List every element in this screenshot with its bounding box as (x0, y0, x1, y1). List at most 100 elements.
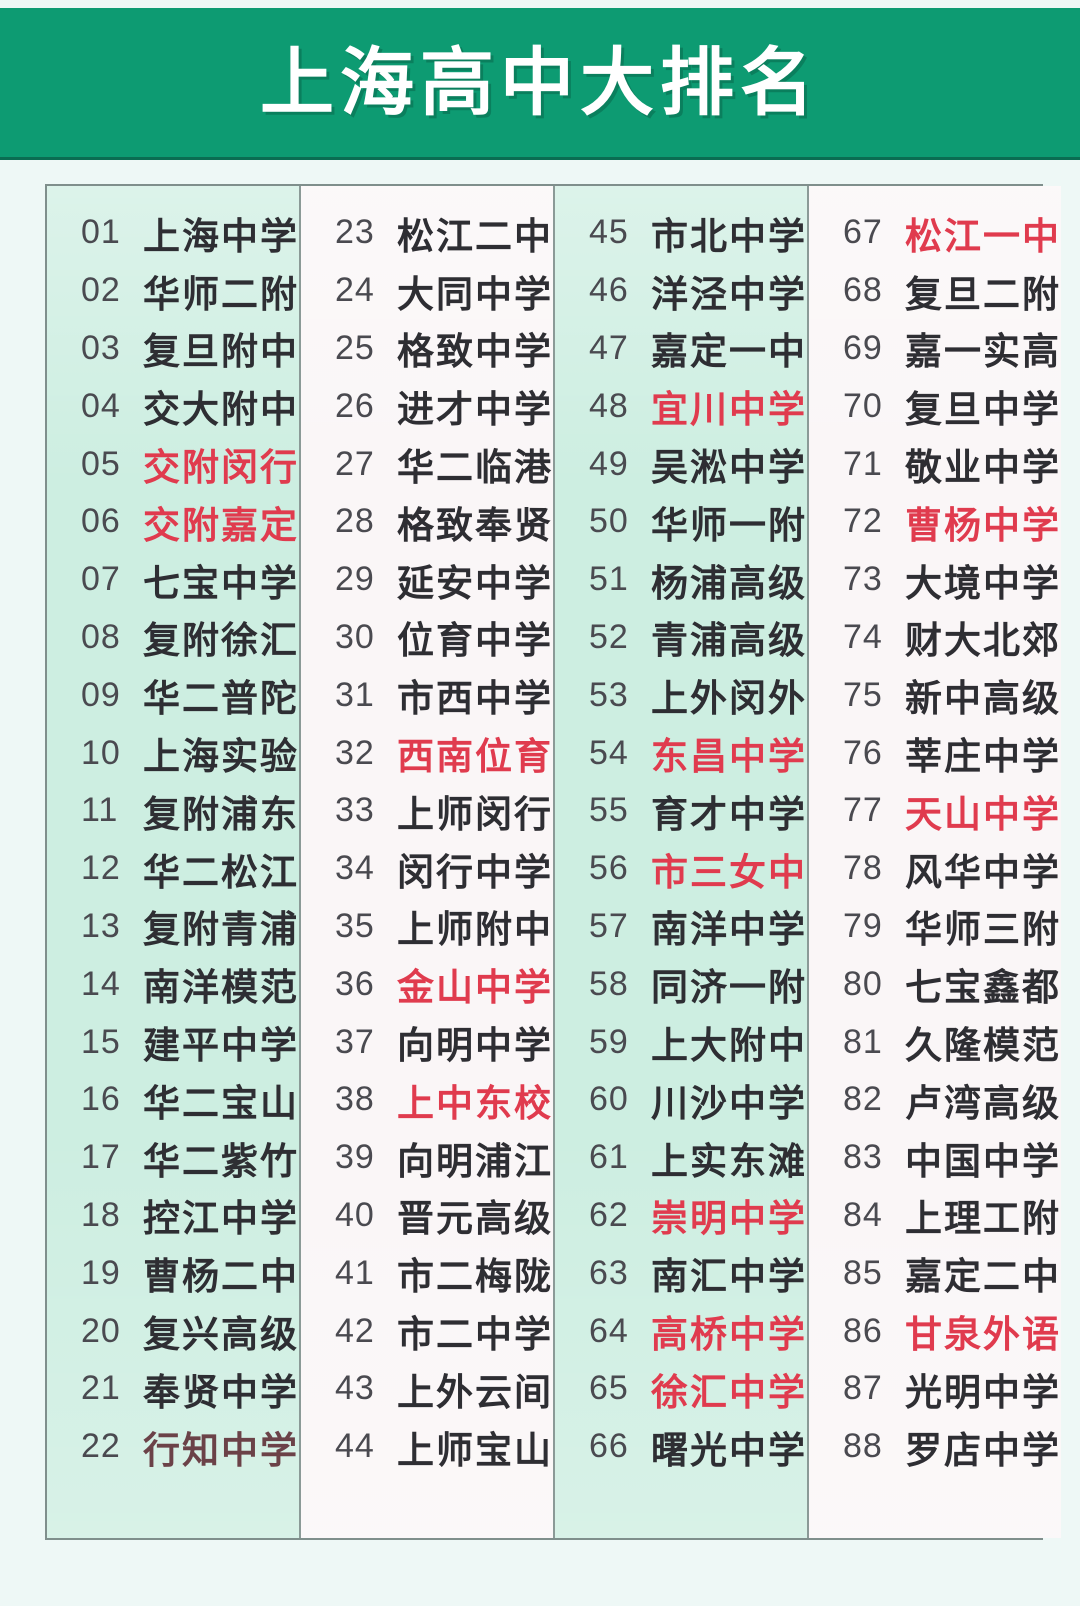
table-row[interactable]: 40 晋元高级 (301, 1187, 553, 1245)
table-row[interactable]: 36 金山中学 (301, 955, 553, 1013)
table-row[interactable]: 49 吴淞中学 (555, 435, 807, 493)
table-row[interactable]: 60 川沙中学 (555, 1071, 807, 1129)
table-row[interactable]: 42 市二中学 (301, 1302, 553, 1360)
table-row[interactable]: 81 久隆模范 (809, 1013, 1061, 1071)
rank-number: 75 (843, 675, 883, 714)
table-row[interactable]: 83 中国中学 (809, 1129, 1061, 1187)
table-row[interactable]: 04 交大附中 (47, 377, 299, 435)
table-row[interactable]: 33 上师闵行 (301, 782, 553, 840)
table-row[interactable]: 16 华二宝山 (47, 1071, 299, 1129)
table-row[interactable]: 62 崇明中学 (555, 1187, 807, 1245)
table-row[interactable]: 51 杨浦高级 (555, 551, 807, 609)
table-row[interactable]: 13 复附青浦 (47, 898, 299, 956)
table-row[interactable]: 20 复兴高级 (47, 1302, 299, 1360)
table-row[interactable]: 80 七宝鑫都 (809, 955, 1061, 1013)
school-name: 松江一中 (905, 215, 1061, 257)
table-row[interactable]: 32 西南位育 (301, 724, 553, 782)
table-row[interactable]: 07 七宝中学 (47, 551, 299, 609)
table-row[interactable]: 69 嘉一实高 (809, 320, 1061, 378)
table-row[interactable]: 28 格致奉贤 (301, 493, 553, 551)
table-row[interactable]: 58 同济一附 (555, 955, 807, 1013)
table-row[interactable]: 44 上师宝山 (301, 1418, 553, 1476)
table-row[interactable]: 15 建平中学 (47, 1013, 299, 1071)
table-row[interactable]: 57 南洋中学 (555, 898, 807, 956)
table-row[interactable]: 75 新中高级 (809, 666, 1061, 724)
table-row[interactable]: 45 市北中学 (555, 204, 807, 262)
table-row[interactable]: 55 育才中学 (555, 782, 807, 840)
table-row[interactable]: 71 敬业中学 (809, 435, 1061, 493)
table-row[interactable]: 74 财大北郊 (809, 609, 1061, 667)
table-row[interactable]: 88 罗店中学 (809, 1418, 1061, 1476)
table-row[interactable]: 61 上实东滩 (555, 1129, 807, 1187)
table-row[interactable]: 64 高桥中学 (555, 1302, 807, 1360)
school-name: 晋元高级 (397, 1198, 553, 1240)
table-row[interactable]: 59 上大附中 (555, 1013, 807, 1071)
table-row[interactable]: 12 华二松江 (47, 840, 299, 898)
table-row[interactable]: 78 风华中学 (809, 840, 1061, 898)
table-row[interactable]: 23 松江二中 (301, 204, 553, 262)
table-row[interactable]: 72 曹杨中学 (809, 493, 1061, 551)
table-row[interactable]: 38 上中东校 (301, 1071, 553, 1129)
table-row[interactable]: 05 交附闵行 (47, 435, 299, 493)
table-row[interactable]: 47 嘉定一中 (555, 320, 807, 378)
table-row[interactable]: 39 向明浦江 (301, 1129, 553, 1187)
table-row[interactable]: 03 复旦附中 (47, 320, 299, 378)
table-row[interactable]: 10 上海实验 (47, 724, 299, 782)
table-row[interactable]: 29 延安中学 (301, 551, 553, 609)
school-name: 向明浦江 (397, 1140, 553, 1182)
table-row[interactable]: 73 大境中学 (809, 551, 1061, 609)
table-row[interactable]: 35 上师附中 (301, 898, 553, 956)
table-row[interactable]: 22 行知中学 (47, 1418, 299, 1476)
table-row[interactable]: 87 光明中学 (809, 1360, 1061, 1418)
table-row[interactable]: 63 南汇中学 (555, 1244, 807, 1302)
table-row[interactable]: 66 曙光中学 (555, 1418, 807, 1476)
school-name: 久隆模范 (905, 1025, 1061, 1067)
table-row[interactable]: 76 莘庄中学 (809, 724, 1061, 782)
table-row[interactable]: 41 市二梅陇 (301, 1244, 553, 1302)
table-row[interactable]: 11 复附浦东 (47, 782, 299, 840)
table-row[interactable]: 17 华二紫竹 (47, 1129, 299, 1187)
table-row[interactable]: 09 华二普陀 (47, 666, 299, 724)
table-row[interactable]: 86 甘泉外语 (809, 1302, 1061, 1360)
table-row[interactable]: 82 卢湾高级 (809, 1071, 1061, 1129)
table-row[interactable]: 54 东昌中学 (555, 724, 807, 782)
table-row[interactable]: 85 嘉定二中 (809, 1244, 1061, 1302)
table-row[interactable]: 21 奉贤中学 (47, 1360, 299, 1418)
table-row[interactable]: 06 交附嘉定 (47, 493, 299, 551)
table-row[interactable]: 14 南洋模范 (47, 955, 299, 1013)
table-row[interactable]: 27 华二临港 (301, 435, 553, 493)
table-row[interactable]: 79 华师三附 (809, 898, 1061, 956)
table-row[interactable]: 67 松江一中 (809, 204, 1061, 262)
table-row[interactable]: 53 上外闵外 (555, 666, 807, 724)
table-row[interactable]: 43 上外云间 (301, 1360, 553, 1418)
table-row[interactable]: 84 上理工附 (809, 1187, 1061, 1245)
school-name: 川沙中学 (651, 1082, 807, 1124)
rank-number: 26 (335, 386, 375, 425)
table-row[interactable]: 70 复旦中学 (809, 377, 1061, 435)
table-row[interactable]: 77 天山中学 (809, 782, 1061, 840)
table-row[interactable]: 24 大同中学 (301, 262, 553, 320)
table-row[interactable]: 26 进才中学 (301, 377, 553, 435)
table-row[interactable]: 48 宜川中学 (555, 377, 807, 435)
table-row[interactable]: 37 向明中学 (301, 1013, 553, 1071)
table-row[interactable]: 08 复附徐汇 (47, 609, 299, 667)
table-row[interactable]: 56 市三女中 (555, 840, 807, 898)
school-name: 市北中学 (651, 215, 807, 257)
table-row[interactable]: 01 上海中学 (47, 204, 299, 262)
rank-number: 79 (843, 906, 883, 945)
table-row[interactable]: 30 位育中学 (301, 609, 553, 667)
table-row[interactable]: 52 青浦高级 (555, 609, 807, 667)
table-row[interactable]: 25 格致中学 (301, 320, 553, 378)
table-row[interactable]: 68 复旦二附 (809, 262, 1061, 320)
school-name: 天山中学 (905, 793, 1061, 835)
rank-number: 46 (589, 271, 629, 310)
table-row[interactable]: 50 华师一附 (555, 493, 807, 551)
table-row[interactable]: 65 徐汇中学 (555, 1360, 807, 1418)
table-row[interactable]: 34 闵行中学 (301, 840, 553, 898)
table-row[interactable]: 02 华师二附 (47, 262, 299, 320)
table-row[interactable]: 31 市西中学 (301, 666, 553, 724)
school-name: 闵行中学 (397, 851, 553, 893)
table-row[interactable]: 46 洋泾中学 (555, 262, 807, 320)
table-row[interactable]: 18 控江中学 (47, 1187, 299, 1245)
table-row[interactable]: 19 曹杨二中 (47, 1244, 299, 1302)
